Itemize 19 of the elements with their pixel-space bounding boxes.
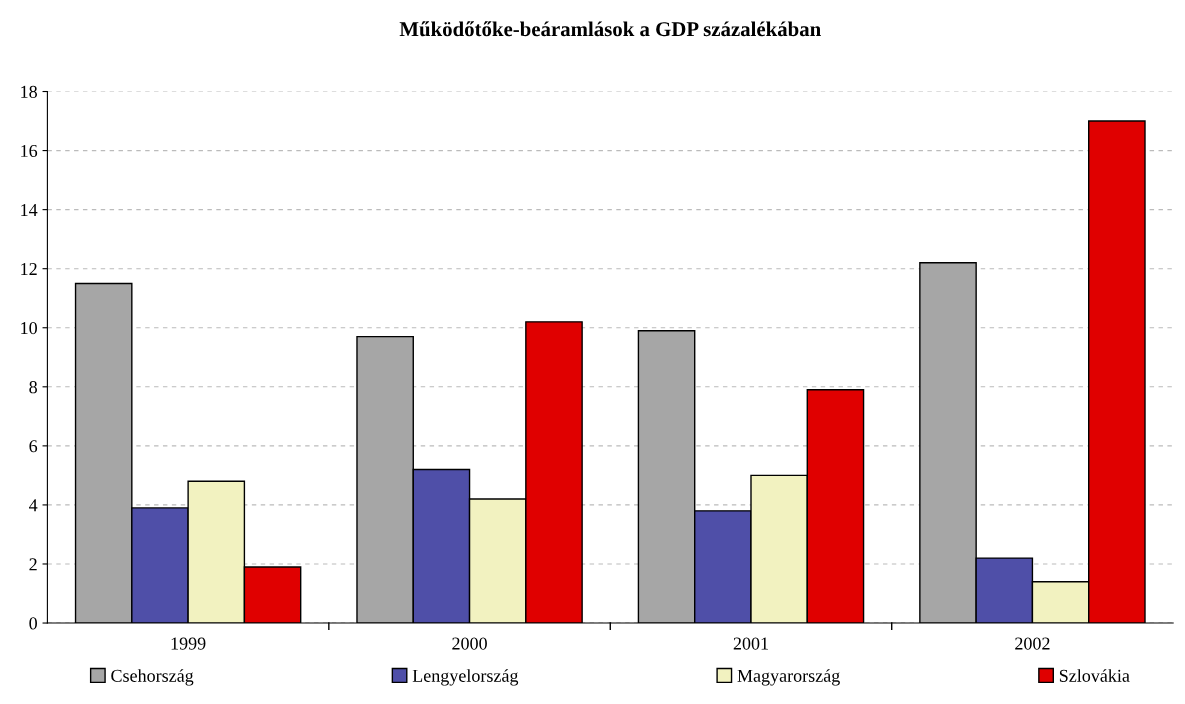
legend-label: Magyarország (737, 669, 840, 686)
x-tick-label: 2002 (1015, 637, 1050, 650)
chart-title: Működőtőke-beáramlások a GDP százalékában (399, 21, 821, 37)
y-tick-label: 0 (29, 617, 37, 630)
y-tick-label: 10 (21, 322, 37, 335)
x-tick-label: 1999 (171, 637, 206, 650)
legend-label: Csehország (111, 669, 194, 686)
x-tick-label: 2000 (452, 637, 487, 650)
legend-label: Szlovákia (1059, 669, 1130, 682)
y-tick-label: 14 (21, 203, 38, 216)
y-tick-label: 4 (29, 499, 38, 512)
y-tick-label: 18 (21, 85, 37, 98)
y-tick-label: 2 (29, 558, 37, 571)
y-tick-label: 6 (29, 440, 38, 453)
y-tick-label: 12 (21, 263, 37, 275)
legend-label: Lengyelország (412, 669, 519, 686)
y-tick-label: 8 (29, 381, 37, 394)
y-tick-label: 16 (21, 144, 38, 158)
x-tick-label: 2001 (733, 637, 768, 650)
